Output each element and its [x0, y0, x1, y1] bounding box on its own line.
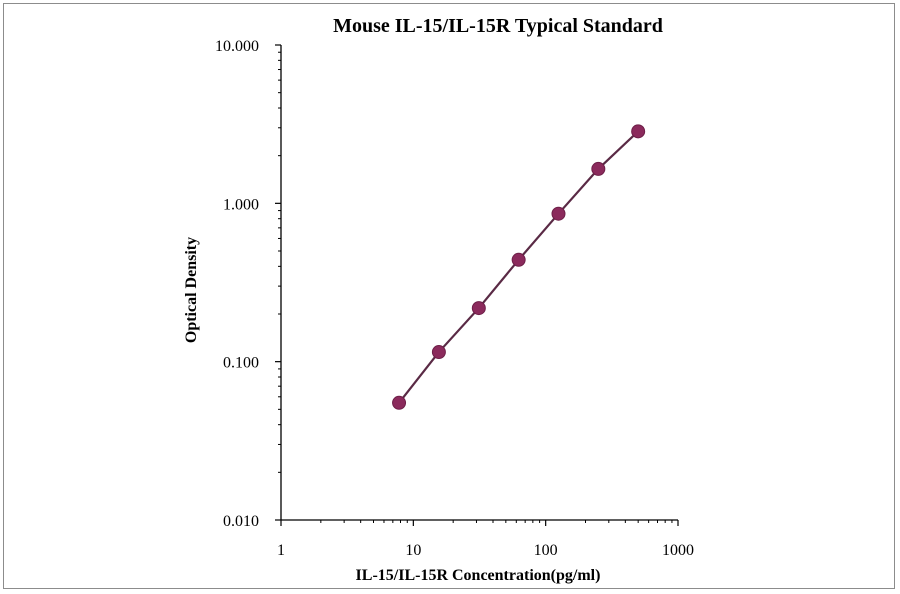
- y-tick-label: 0.010: [223, 513, 259, 530]
- x-tick-label: 100: [534, 542, 558, 559]
- data-point: [631, 124, 646, 139]
- data-point: [392, 395, 407, 410]
- data-point: [431, 345, 446, 360]
- data-point: [591, 161, 606, 176]
- data-point: [551, 206, 566, 221]
- axes: [280, 45, 678, 521]
- x-tick-label: 10: [405, 542, 421, 559]
- axis-ticks: 0.010 0.100 1.000 10.000 1 10 100 1000: [215, 38, 694, 559]
- chart-title: Mouse IL-15/IL-15R Typical Standard: [333, 15, 663, 37]
- x-tick-label: 1: [277, 542, 285, 559]
- data-point: [471, 301, 486, 316]
- y-tick-label: 10.000: [215, 38, 259, 55]
- x-tick-label: 1000: [662, 542, 694, 559]
- x-axis-label: IL-15/IL-15R Concentration(pg/ml): [356, 567, 601, 584]
- y-tick-label: 0.100: [223, 355, 259, 372]
- data-point: [511, 252, 526, 267]
- series-layer: [392, 124, 646, 410]
- y-axis-label: Optical Density: [183, 237, 200, 343]
- y-tick-label: 1.000: [223, 196, 259, 213]
- chart-frame: [3, 3, 895, 589]
